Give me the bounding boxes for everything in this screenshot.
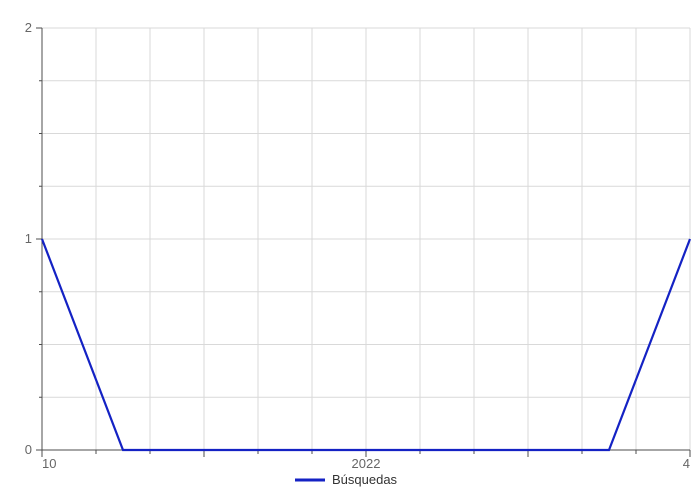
x-left-label: 10 [42, 456, 56, 471]
line-chart: Búsquedas 2024 de Tom van Nieuwkerk (Hol… [0, 0, 700, 500]
chart-svg: 0 1 2 10 4 2022Búsquedas [0, 0, 700, 500]
x-center-label: 2022 [352, 456, 381, 471]
y-tick-label: 2 [25, 20, 32, 35]
y-tick-label: 0 [25, 442, 32, 457]
chart-bg [0, 0, 700, 500]
y-tick-label: 1 [25, 231, 32, 246]
legend-label: Búsquedas [332, 472, 398, 487]
x-right-label: 4 [683, 456, 690, 471]
